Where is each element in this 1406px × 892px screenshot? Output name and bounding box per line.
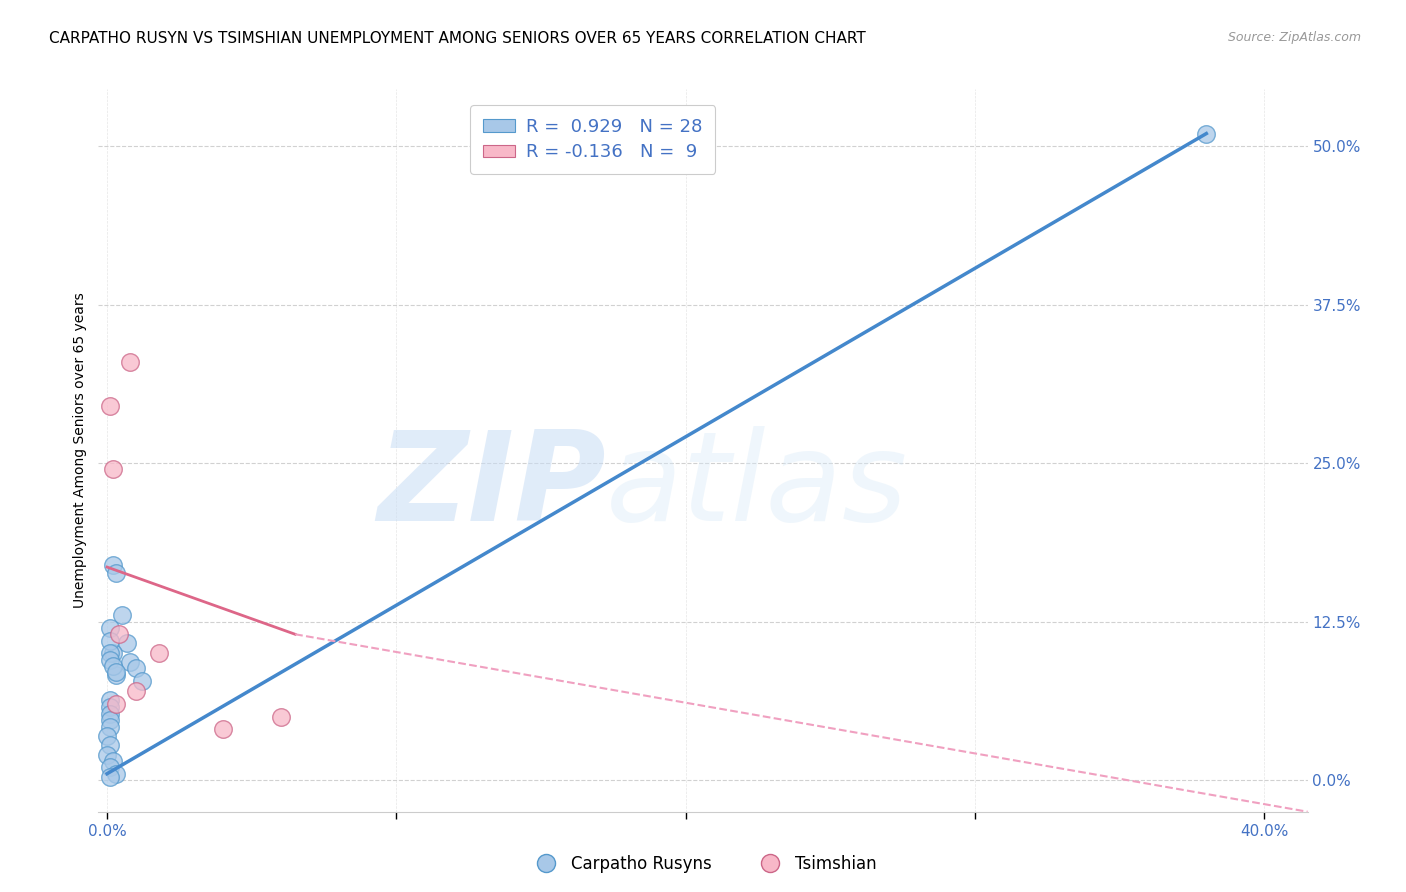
Point xyxy=(125,684,148,698)
Point xyxy=(101,659,124,673)
Point xyxy=(211,723,233,737)
Point xyxy=(125,661,148,675)
Point xyxy=(1195,127,1218,141)
Point xyxy=(96,729,118,743)
Point xyxy=(104,665,127,680)
Point xyxy=(98,621,121,635)
Point xyxy=(98,699,121,714)
Y-axis label: Unemployment Among Seniors over 65 years: Unemployment Among Seniors over 65 years xyxy=(73,293,87,608)
Point xyxy=(104,766,127,780)
Point xyxy=(98,652,121,666)
Point xyxy=(101,462,124,476)
Point xyxy=(110,608,132,623)
Point xyxy=(98,760,121,774)
Point xyxy=(104,668,127,682)
Point xyxy=(98,714,121,728)
Point xyxy=(104,697,127,711)
Point xyxy=(98,707,121,722)
Legend: R =  0.929   N = 28, R = -0.136   N =  9: R = 0.929 N = 28, R = -0.136 N = 9 xyxy=(470,105,716,174)
Point xyxy=(107,627,129,641)
Point xyxy=(101,646,124,660)
Point xyxy=(96,747,118,762)
Point xyxy=(120,655,142,669)
Point xyxy=(101,558,124,572)
Point xyxy=(270,709,292,723)
Point xyxy=(98,720,121,734)
Text: Source: ZipAtlas.com: Source: ZipAtlas.com xyxy=(1227,31,1361,45)
Point xyxy=(98,771,121,785)
Legend: Carpatho Rusyns, Tsimshian: Carpatho Rusyns, Tsimshian xyxy=(523,848,883,880)
Text: ZIP: ZIP xyxy=(378,426,606,547)
Point xyxy=(98,633,121,648)
Point xyxy=(117,636,139,650)
Point xyxy=(104,566,127,581)
Point xyxy=(98,646,121,660)
Text: CARPATHO RUSYN VS TSIMSHIAN UNEMPLOYMENT AMONG SENIORS OVER 65 YEARS CORRELATION: CARPATHO RUSYN VS TSIMSHIAN UNEMPLOYMENT… xyxy=(49,31,866,46)
Point xyxy=(98,693,121,707)
Point xyxy=(101,754,124,768)
Point xyxy=(98,738,121,752)
Point xyxy=(98,399,121,413)
Point xyxy=(120,355,142,369)
Point xyxy=(131,674,153,689)
Point xyxy=(148,646,170,660)
Text: atlas: atlas xyxy=(606,426,908,547)
